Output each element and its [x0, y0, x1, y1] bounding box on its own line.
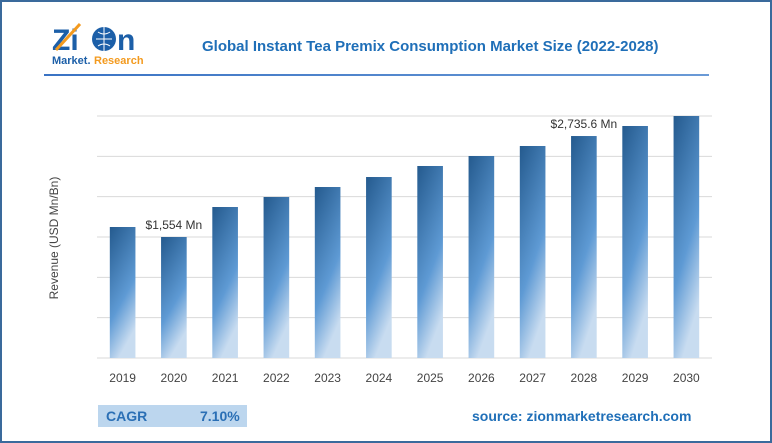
svg-text:Research: Research — [94, 55, 144, 67]
cagr-label: CAGR — [106, 408, 148, 424]
x-tick-label: 2019 — [109, 371, 136, 385]
svg-text:n: n — [117, 24, 135, 57]
bar-2023 — [314, 187, 341, 358]
bar-2020 — [161, 237, 187, 358]
bar-2027 — [519, 145, 546, 358]
chart-title: Global Instant Tea Premix Consumption Ma… — [202, 38, 659, 55]
x-tick-label: 2028 — [571, 371, 598, 385]
bar-2022 — [263, 197, 290, 358]
x-tick-label: 2026 — [468, 371, 495, 385]
x-tick-label: 2020 — [161, 371, 188, 385]
data-label: $2,735.6 Mn — [551, 117, 618, 131]
bar-2026 — [468, 155, 495, 358]
zion-logo: Zi n Market. Research — [52, 22, 144, 67]
x-tick-label: 2030 — [673, 371, 700, 385]
data-label: $1,554 Mn — [146, 218, 203, 232]
title-underline — [44, 74, 709, 76]
x-tick-label: 2024 — [366, 371, 393, 385]
x-tick-label: 2029 — [622, 371, 649, 385]
bar-2030 — [673, 116, 700, 358]
x-tick-label: 2027 — [519, 371, 546, 385]
source-text: source: zionmarketresearch.com — [472, 408, 692, 424]
cagr-value: 7.10% — [200, 408, 240, 424]
svg-text:Market.: Market. — [52, 55, 91, 67]
bar-2029 — [622, 125, 648, 358]
bar-2021 — [212, 207, 238, 358]
x-tick-label: 2025 — [417, 371, 444, 385]
bar-2028 — [571, 136, 597, 358]
bar-chart: 2019 2020 2021 2022 2023 2024 2025 2026 2027 2028… — [97, 115, 712, 385]
bar-2025 — [417, 165, 443, 358]
x-tick-label: 2021 — [212, 371, 239, 385]
x-tick-label: 2022 — [263, 371, 290, 385]
cagr-box: CAGR 7.10% — [98, 405, 247, 427]
bar-2024 — [366, 177, 392, 358]
bar-2019 — [109, 227, 136, 358]
x-tick-label: 2023 — [314, 371, 341, 385]
